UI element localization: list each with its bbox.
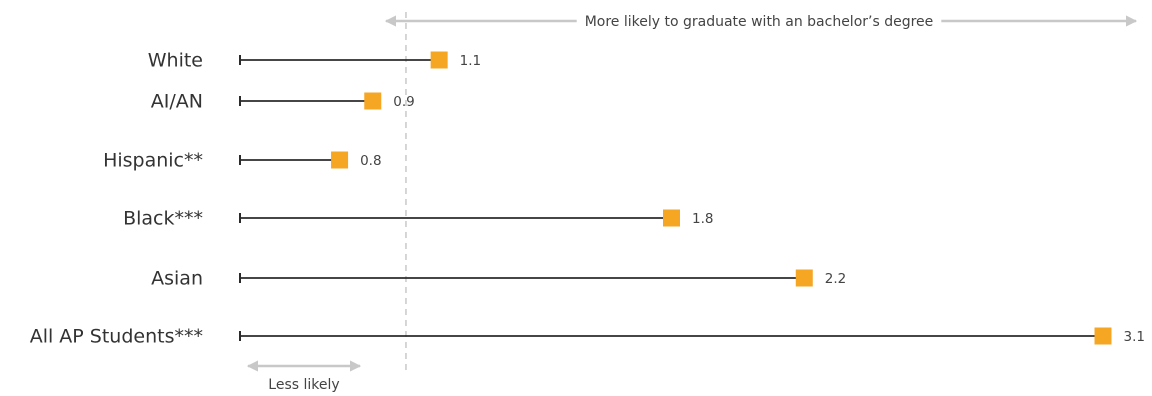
data-row: Asian 2.2 (151, 268, 846, 290)
value-marker (331, 151, 349, 169)
category-label: Asian (151, 268, 203, 290)
value-label: 2.2 (825, 271, 846, 287)
data-row: Hispanic** 0.8 (103, 150, 381, 172)
category-label: Black*** (123, 208, 203, 230)
category-label: White (148, 50, 203, 72)
value-label: 1.1 (460, 53, 481, 69)
value-label: 0.8 (360, 153, 381, 169)
data-row: Black*** 1.8 (123, 208, 713, 230)
category-label: AI/AN (151, 91, 203, 113)
data-row: AI/AN 0.9 (151, 91, 415, 113)
category-label: All AP Students*** (30, 326, 203, 348)
value-label: 1.8 (692, 211, 713, 227)
value-marker (364, 92, 382, 110)
data-row: White 1.1 (148, 50, 481, 72)
value-label: 0.9 (393, 94, 414, 110)
rows-group: White 1.1 AI/AN 0.9 Hispanic** 0.8 Black*** 1.8… (30, 50, 1145, 348)
annotations-group: More likely to graduate with an bachelor… (246, 14, 1138, 393)
less-likely-label: Less likely (268, 377, 339, 393)
value-marker (430, 51, 448, 69)
more-likely-label: More likely to graduate with an bachelor… (585, 14, 934, 30)
value-marker (1094, 327, 1112, 345)
data-row: All AP Students*** 3.1 (30, 326, 1145, 348)
value-marker (795, 269, 813, 287)
value-label: 3.1 (1124, 329, 1145, 345)
value-marker (663, 209, 680, 227)
category-label: Hispanic** (103, 150, 203, 172)
